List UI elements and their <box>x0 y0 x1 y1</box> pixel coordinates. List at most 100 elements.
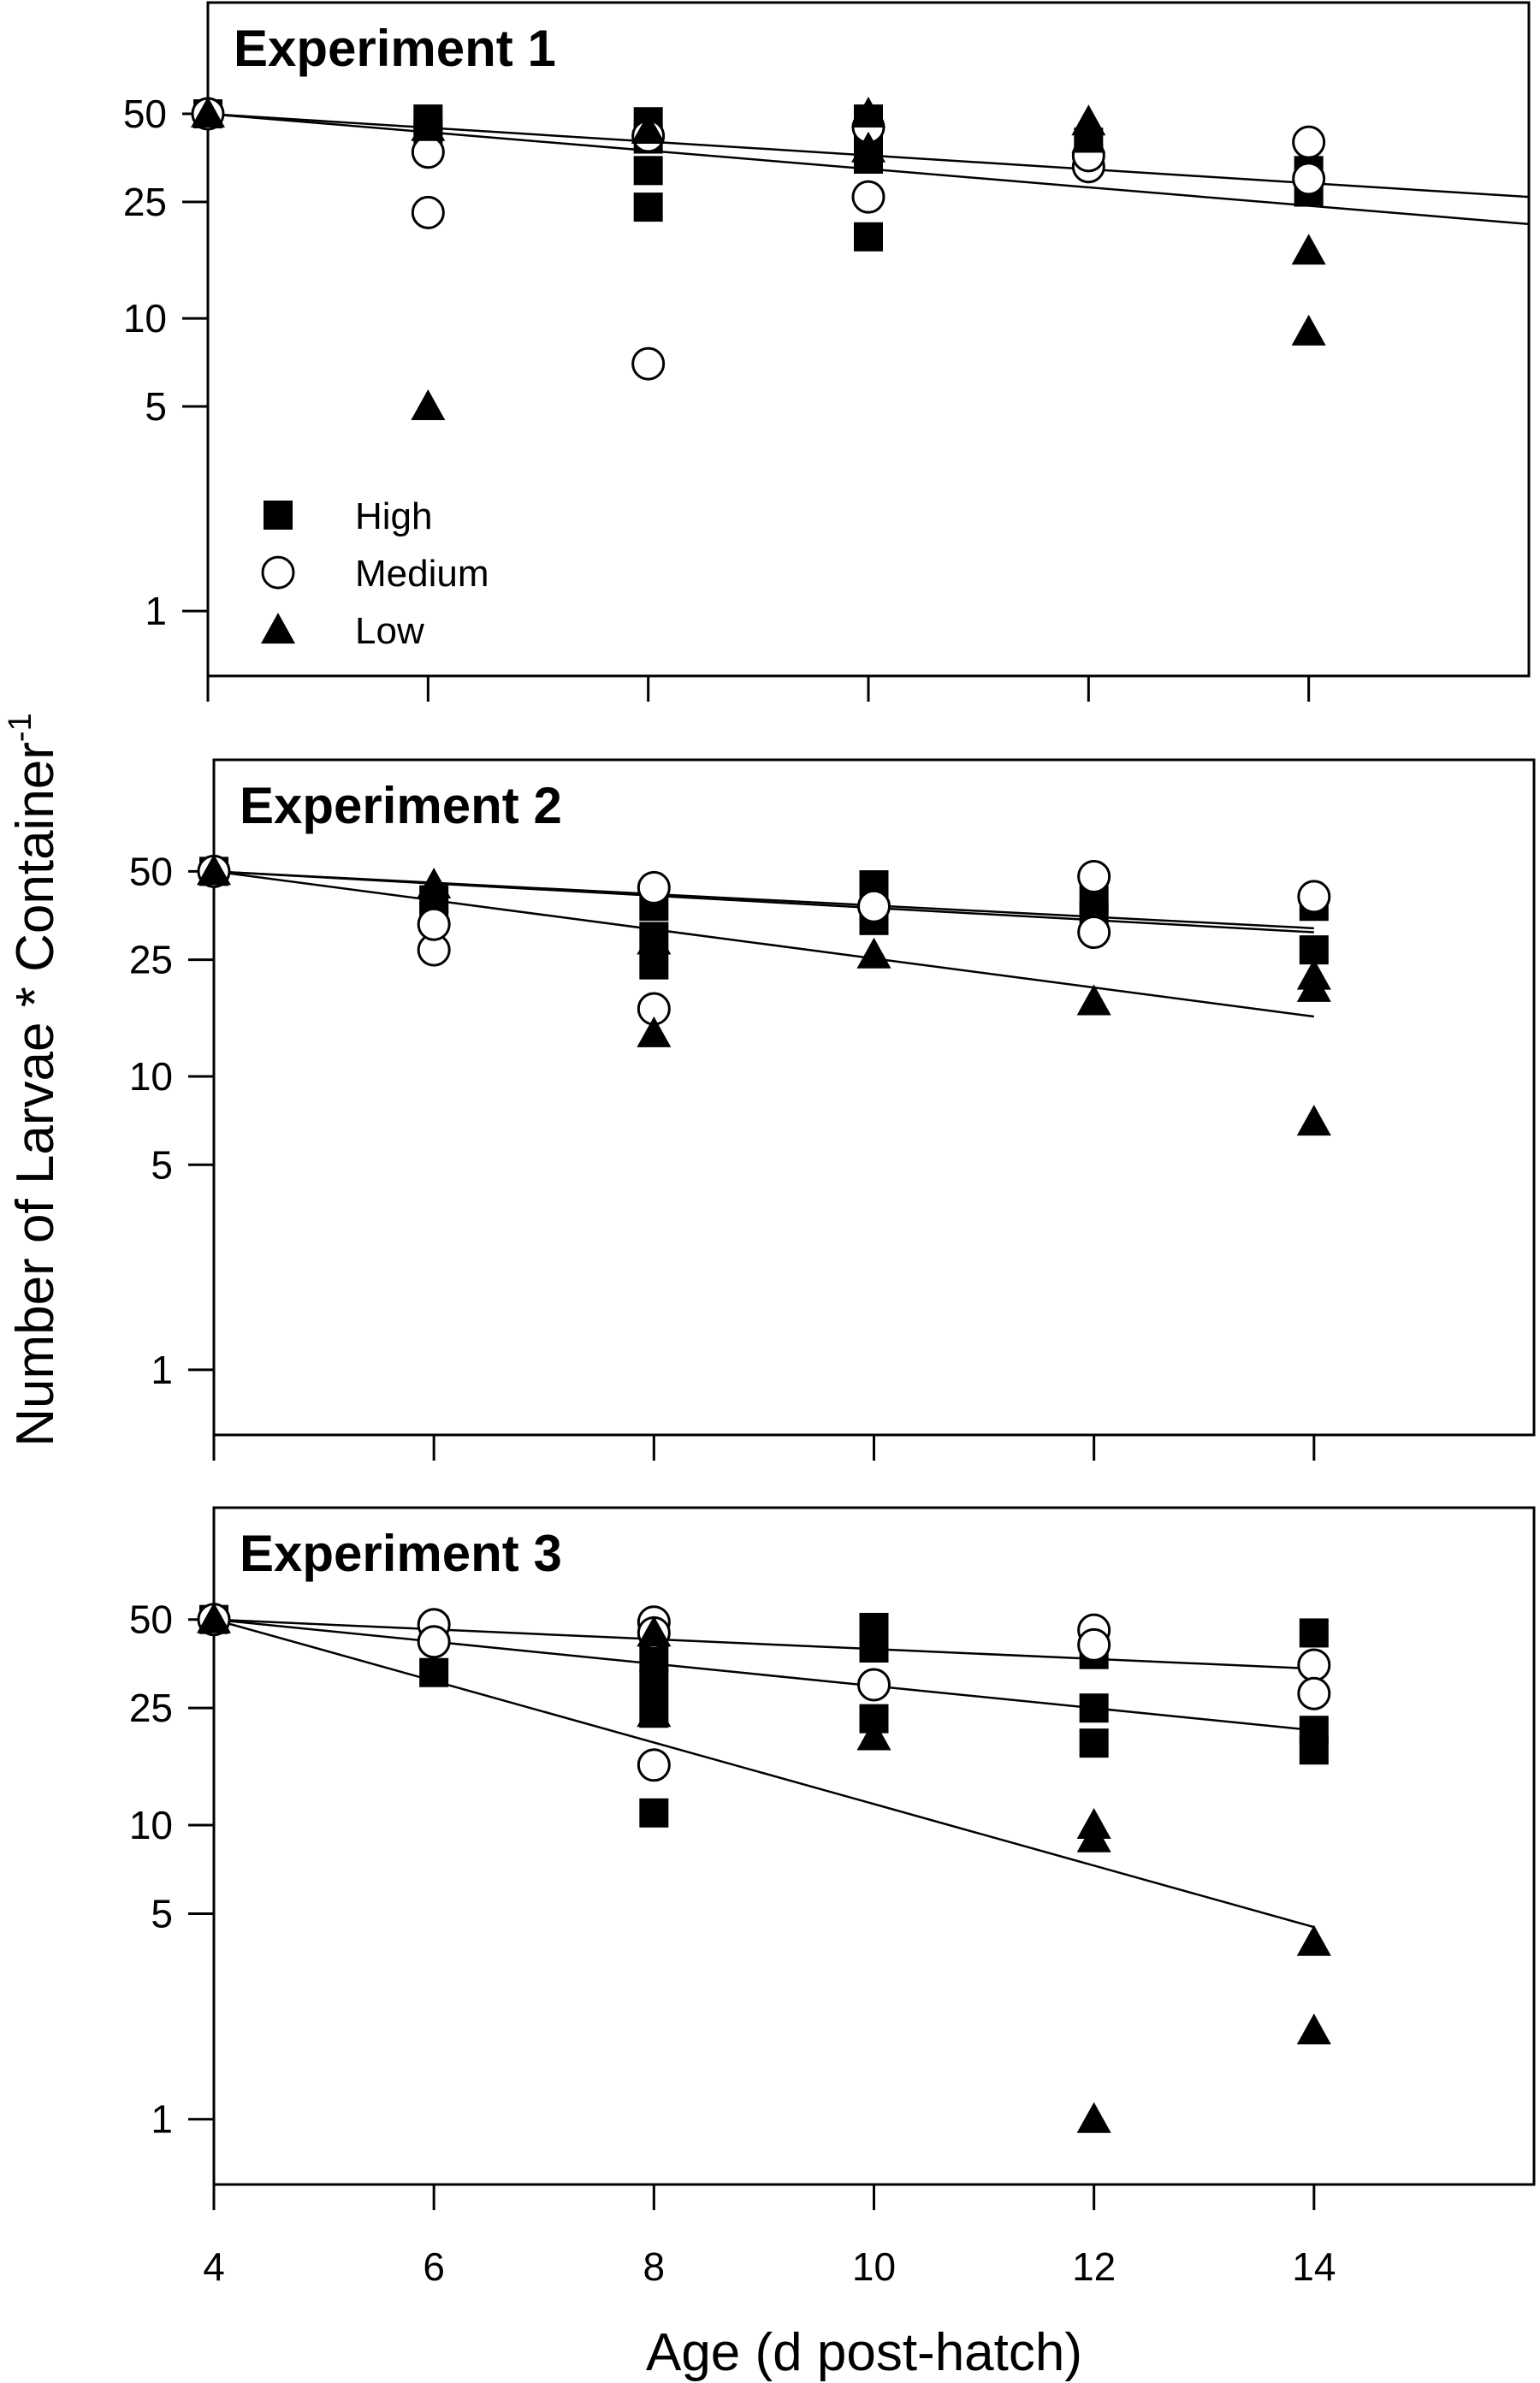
y-tick-label: 5 <box>151 1891 173 1935</box>
point-low <box>417 868 452 899</box>
legend-label: High <box>355 495 433 537</box>
legend-item: Low <box>261 610 424 652</box>
point-low <box>637 1016 672 1047</box>
point-high <box>633 193 663 222</box>
point-high <box>1299 1735 1329 1765</box>
panel-title: Experiment 1 <box>234 20 556 77</box>
point-low <box>197 854 231 886</box>
plot-frame <box>212 1506 1536 2186</box>
x-tick-label: 10 <box>852 2244 896 2289</box>
regression-line <box>213 1618 1314 1670</box>
point-low <box>197 1602 231 1633</box>
point-low <box>1296 1105 1331 1136</box>
x-tick-labels: 4 6 8 10 12 14 <box>203 2244 1336 2289</box>
point-low <box>191 97 225 128</box>
point-medium <box>1292 162 1326 196</box>
y-tick-label: 50 <box>129 849 173 893</box>
y-axis-title-superscript: -1 <box>3 713 38 742</box>
point-low <box>637 923 672 955</box>
point-medium <box>631 347 666 381</box>
point-low <box>1076 2101 1111 2133</box>
legend-label: Low <box>355 610 424 652</box>
point-low <box>851 131 886 163</box>
point-high <box>639 1798 669 1828</box>
point-low <box>1071 122 1106 153</box>
legend-marker-medium <box>261 555 295 590</box>
legend-marker-high <box>264 501 293 530</box>
point-medium <box>857 889 891 923</box>
panel-title: Experiment 2 <box>240 777 562 834</box>
point-low <box>851 97 886 128</box>
x-tick-label: 8 <box>643 2244 666 2289</box>
x-tick-label: 12 <box>1072 2244 1116 2289</box>
legend-item: Medium <box>261 553 489 595</box>
legend-item: High <box>264 495 433 537</box>
point-medium <box>417 1625 451 1659</box>
point-medium <box>857 1668 891 1702</box>
point-high <box>639 950 669 980</box>
y-tick-label: 1 <box>151 2097 173 2142</box>
y-tick-label: 50 <box>123 92 167 136</box>
point-high <box>419 1657 449 1687</box>
point-low <box>637 1696 672 1728</box>
regression-line <box>213 1618 1314 1732</box>
panel-3: Experiment 3 1 5 10 25 50 <box>129 1506 1536 2210</box>
y-tick-label: 1 <box>145 589 167 633</box>
y-tick-label: 25 <box>129 1686 173 1730</box>
point-medium <box>1297 1648 1331 1682</box>
point-medium <box>1077 1627 1111 1662</box>
point-high <box>639 1669 669 1699</box>
regression-line <box>213 870 1314 1018</box>
legend-marker-low <box>261 613 295 644</box>
point-medium <box>411 195 445 229</box>
y-tick-label: 10 <box>129 1803 173 1847</box>
panel-title: Experiment 3 <box>240 1525 562 1582</box>
point-high <box>633 156 663 186</box>
point-low <box>631 113 666 145</box>
y-axis-title-text: Number of Larvae * Container <box>6 742 65 1447</box>
point-low <box>637 1615 672 1647</box>
panel-1: Experiment 1 1 5 10 25 50 High Medium Low <box>123 1 1531 702</box>
plot-frame <box>212 758 1536 1437</box>
x-axis-title: Age (d post-hatch) <box>646 2323 1082 2382</box>
point-high <box>859 1633 889 1663</box>
point-low <box>411 389 446 421</box>
point-low <box>1296 2013 1331 2045</box>
regression-line <box>213 1618 1315 1929</box>
legend: High Medium Low <box>261 495 489 652</box>
y-tick-label: 50 <box>129 1598 173 1642</box>
y-tick-label: 1 <box>151 1348 173 1392</box>
point-high <box>1299 1618 1329 1648</box>
y-tick-label: 25 <box>129 938 173 982</box>
point-medium <box>1297 880 1331 914</box>
point-low <box>1076 1821 1111 1852</box>
point-low <box>1291 314 1326 346</box>
y-tick-label: 25 <box>123 180 167 224</box>
point-medium <box>851 180 886 214</box>
y-tick-label: 5 <box>145 384 167 429</box>
point-low <box>1076 984 1111 1016</box>
x-tick-label: 14 <box>1292 2244 1336 2289</box>
point-low <box>856 1719 891 1751</box>
point-medium <box>1077 859 1111 893</box>
x-tick-label: 4 <box>203 2244 225 2289</box>
point-low <box>1291 234 1326 265</box>
point-low <box>856 937 891 969</box>
x-tick-label: 6 <box>423 2244 445 2289</box>
point-high <box>854 222 883 252</box>
point-low <box>1296 970 1331 1002</box>
point-low <box>1296 1924 1331 1956</box>
y-tick-label: 5 <box>151 1142 173 1187</box>
point-low <box>1071 104 1106 136</box>
point-high <box>1079 1728 1109 1758</box>
point-medium <box>417 907 451 941</box>
point-medium <box>1297 1676 1331 1710</box>
panels: Experiment 115102550HighMediumLowExperim… <box>123 1 1536 2210</box>
y-tick-label: 10 <box>123 296 167 341</box>
y-axis-title: Number of Larvae * Container-1 <box>3 713 65 1446</box>
y-tick-label: 10 <box>129 1054 173 1099</box>
point-medium <box>1077 916 1111 950</box>
point-low <box>411 110 446 141</box>
regression-line <box>213 870 1314 934</box>
